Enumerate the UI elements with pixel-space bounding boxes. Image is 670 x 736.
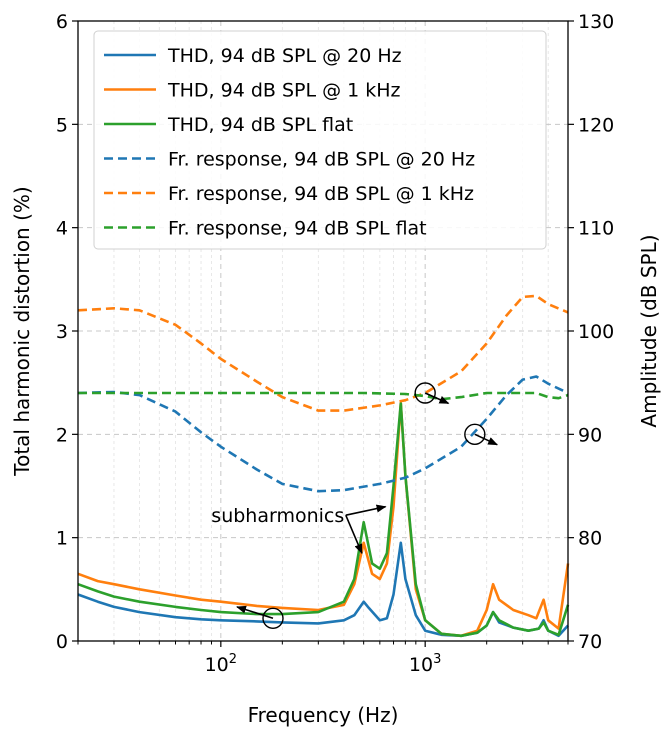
- y-axis-right-label: Amplitude (dB SPL): [637, 234, 661, 427]
- legend-label-6: Fr. response, 94 dB SPL flat: [168, 218, 427, 240]
- y-left-tick-label: 2: [56, 424, 68, 446]
- y-left-tick-label: 3: [56, 321, 68, 343]
- y-left-tick-label: 1: [56, 528, 68, 550]
- y-left-tick-label: 6: [56, 11, 68, 33]
- y-right-tick-label: 100: [578, 321, 614, 343]
- y-right-tick-label: 80: [578, 528, 602, 550]
- series-line-6: [78, 391, 569, 401]
- ticks: 0 1 2 3 4 5 6 70 80 90 100 110 120 130 102 103: [56, 11, 614, 676]
- axis-indicator-circle: [464, 423, 486, 446]
- y-left-tick-label: 4: [56, 218, 68, 240]
- subharmonics-arrow: [345, 514, 363, 555]
- series-line-4: [77, 375, 569, 493]
- y-right-tick-label: 120: [578, 114, 614, 136]
- axis-indicator-circle: [262, 607, 284, 629]
- legend-box: [93, 30, 547, 250]
- y-right-tick-label: 130: [578, 11, 614, 33]
- x-axis-label: Frequency (Hz): [248, 703, 399, 727]
- series-line-5: [77, 294, 569, 412]
- annotations: subharmonics: [211, 382, 499, 629]
- y-left-tick-label: 0: [56, 631, 68, 653]
- series-line-3: [77, 402, 570, 638]
- subharmonics-label: subharmonics: [211, 505, 344, 527]
- axis-indicator-arrow: [236, 605, 274, 620]
- y-axis-left-label: Total harmonic distortion (%): [10, 186, 34, 476]
- axis-indicator-arrow: [424, 392, 450, 405]
- x-tick-label: 103: [409, 652, 441, 676]
- plot-lines: [77, 294, 570, 638]
- legend-label-1: THD, 94 dB SPL @ 20 Hz: [167, 45, 402, 67]
- axis-indicator-arrow: [474, 433, 499, 446]
- legend-label-2: THD, 94 dB SPL @ 1 kHz: [167, 80, 401, 102]
- y-left-tick-label: 5: [56, 114, 68, 136]
- y-right-tick-label: 90: [578, 424, 602, 446]
- axis-indicator-circle: [414, 382, 436, 404]
- y-right-tick-label: 70: [578, 631, 602, 653]
- subharmonics-arrow: [345, 504, 387, 516]
- x-tick-label: 102: [205, 652, 237, 676]
- legend-label-5: Fr. response, 94 dB SPL @ 1 kHz: [168, 183, 474, 205]
- y-right-tick-label: 110: [578, 218, 614, 240]
- legend: THD, 94 dB SPL @ 20 Hz THD, 94 dB SPL @ 1…: [93, 30, 547, 250]
- legend-label-4: Fr. response, 94 dB SPL @ 20 Hz: [168, 149, 475, 171]
- legend-label-3: THD, 94 dB SPL flat: [167, 114, 353, 136]
